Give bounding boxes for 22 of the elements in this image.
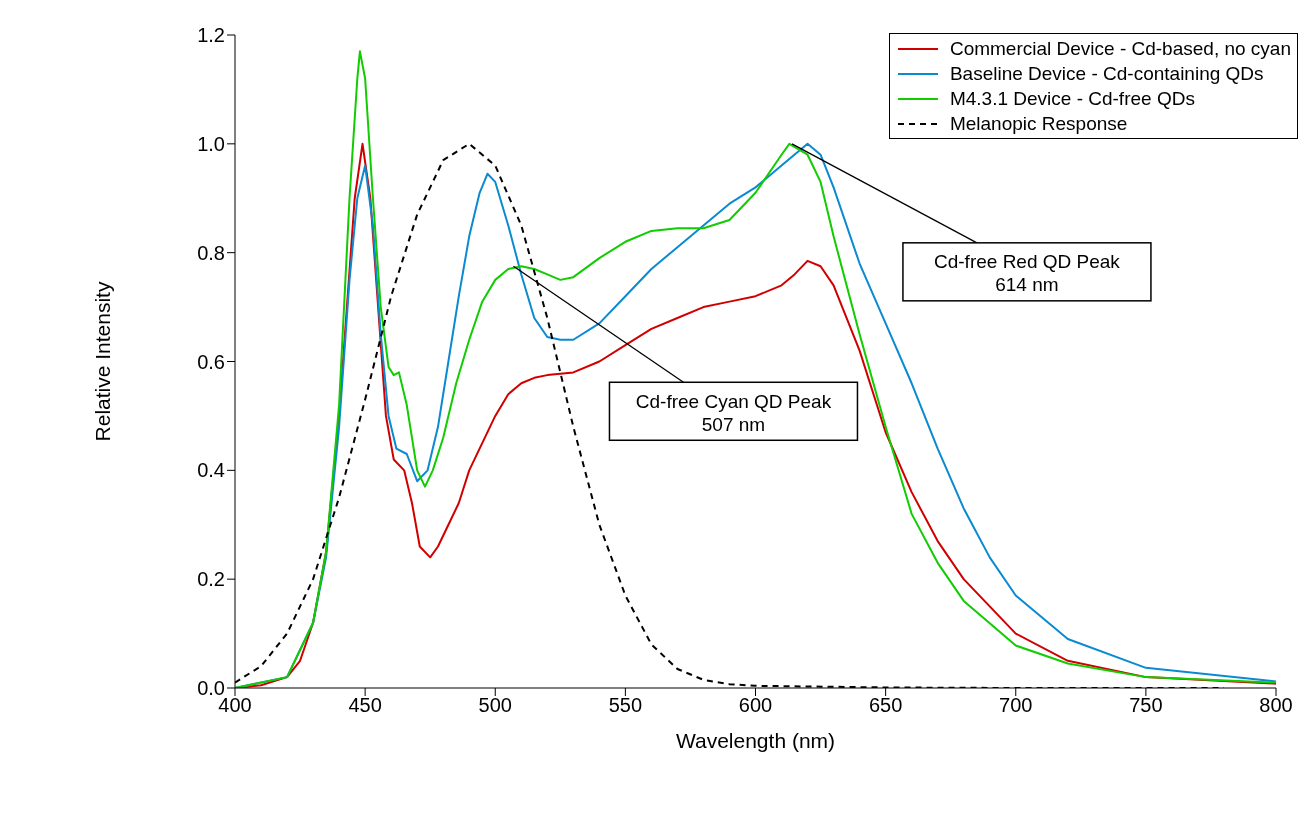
- x-tick-label: 500: [478, 694, 512, 717]
- y-tick-label: 1.0: [197, 132, 225, 155]
- legend-label: Commercial Device - Cd-based, no cyan: [949, 37, 1291, 61]
- x-axis-title: Wavelength (nm): [675, 729, 836, 752]
- legend-label: Baseline Device - Cd-containing QDs: [949, 62, 1264, 86]
- x-tick-label: 450: [348, 694, 382, 717]
- legend-label: Melanopic Response: [949, 112, 1128, 136]
- x-tick-label: 550: [608, 694, 643, 717]
- x-tick-label: 600: [738, 694, 773, 717]
- annotation: Cd-free Red QD Peak 614 nm: [934, 251, 1121, 296]
- annotation: Cd-free Cyan QD Peak 507 nm: [635, 390, 832, 435]
- y-tick-label: 0.2: [197, 568, 225, 591]
- x-tick-label: 750: [1129, 694, 1163, 717]
- x-tick-label: 800: [1259, 694, 1293, 717]
- x-tick-label: 650: [868, 694, 903, 717]
- legend-label: M4.3.1 Device - Cd-free QDs: [949, 87, 1195, 111]
- y-axis-title: Relative Intensity: [91, 281, 115, 442]
- y-tick-label: 0.8: [197, 241, 225, 264]
- y-tick-label: 1.2: [197, 24, 225, 47]
- y-tick-label: 0.4: [197, 459, 225, 482]
- x-tick-label: 700: [999, 694, 1033, 717]
- y-tick-label: 0.6: [197, 350, 225, 373]
